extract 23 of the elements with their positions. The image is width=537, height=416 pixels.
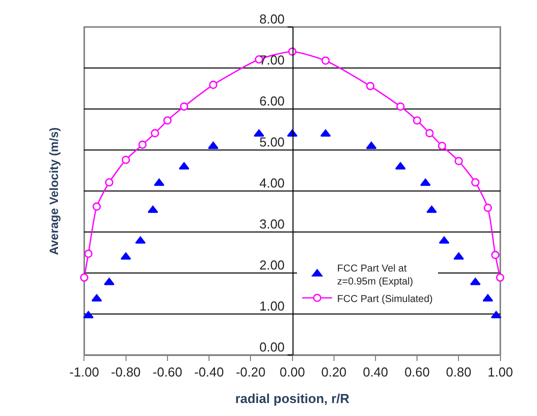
x-tick-label: 0.60	[404, 364, 430, 380]
x-tick-label: -0.60	[152, 364, 182, 380]
y-tick-label: 6.00	[259, 94, 285, 109]
x-tick-label: 0.20	[321, 364, 347, 380]
y-axis-title: Average Velocity (m/s)	[47, 127, 61, 255]
x-tick-label: -1.00	[69, 364, 100, 380]
legend-label: FCC Part Vel at z=0.95m (Exptal)	[337, 263, 414, 288]
x-tick-label: -0.80	[111, 364, 141, 380]
x-tick-label: 0.40	[362, 364, 388, 380]
x-tick-label: 0.00	[280, 364, 305, 380]
x-tick-label: 1.00	[488, 364, 513, 380]
x-tick-label: -0.20	[236, 364, 266, 380]
x-axis-title: radial position, r/R	[235, 391, 350, 406]
x-tick-label: 0.80	[446, 364, 472, 380]
y-tick-label: 4.00	[259, 176, 285, 191]
y-tick-label: 2.00	[259, 258, 285, 273]
x-tick-label: -0.40	[194, 364, 224, 380]
y-tick-label: 3.00	[259, 216, 285, 232]
legend-label: FCC Part (Simulated)	[337, 294, 433, 305]
y-tick-label: 1.00	[259, 298, 285, 314]
y-tick-label: 0.00	[259, 340, 285, 355]
y-tick-label: 5.00	[259, 134, 285, 150]
y-tick-label: 8.00	[259, 12, 285, 27]
